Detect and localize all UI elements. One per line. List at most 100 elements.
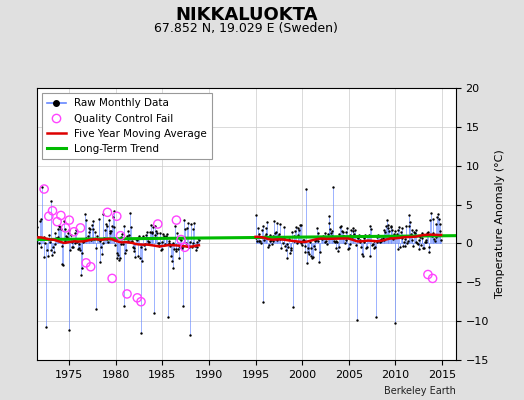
Point — [150, 232, 159, 238]
Point — [300, 243, 309, 249]
Point — [418, 235, 427, 242]
Point — [157, 247, 165, 254]
Point — [61, 238, 70, 244]
Point — [348, 228, 357, 234]
Point — [179, 302, 188, 309]
Point — [347, 226, 355, 233]
Point — [400, 242, 409, 249]
Point — [172, 246, 181, 252]
Point — [394, 227, 402, 233]
Point — [117, 234, 125, 240]
Point — [92, 306, 100, 313]
Point — [68, 244, 76, 251]
Point — [371, 244, 379, 250]
Point — [54, 226, 62, 232]
Point — [110, 224, 118, 230]
Point — [381, 228, 389, 235]
Point — [79, 239, 88, 246]
Point — [276, 221, 284, 228]
Point — [80, 238, 88, 244]
Point — [396, 244, 404, 250]
Point — [269, 233, 278, 239]
Point — [366, 252, 374, 259]
Point — [380, 227, 389, 233]
Point — [32, 211, 40, 217]
Point — [192, 247, 200, 254]
Point — [126, 224, 135, 230]
Point — [252, 235, 260, 242]
Point — [365, 232, 373, 239]
Point — [38, 184, 46, 191]
Point — [137, 330, 145, 336]
Point — [266, 232, 275, 238]
Point — [71, 230, 79, 236]
Point — [86, 264, 95, 270]
Point — [87, 236, 95, 243]
Point — [184, 244, 193, 250]
Point — [134, 235, 142, 242]
Point — [433, 214, 441, 220]
Point — [395, 224, 403, 230]
Point — [178, 245, 186, 252]
Point — [97, 243, 105, 250]
Point — [416, 234, 424, 240]
Text: NIKKALUOKTA: NIKKALUOKTA — [175, 6, 318, 24]
Point — [84, 228, 93, 235]
Point — [272, 237, 281, 243]
Point — [143, 229, 151, 236]
Point — [324, 220, 333, 226]
Point — [84, 233, 92, 240]
Point — [74, 245, 83, 251]
Point — [193, 244, 202, 250]
Point — [190, 220, 199, 227]
Point — [292, 224, 300, 230]
Point — [156, 230, 165, 236]
Point — [301, 249, 310, 255]
Point — [307, 244, 315, 251]
Point — [336, 224, 344, 230]
Point — [116, 232, 125, 239]
Point — [289, 232, 298, 239]
Point — [70, 228, 78, 235]
Point — [357, 244, 365, 251]
Point — [177, 236, 185, 243]
Point — [90, 236, 99, 242]
Point — [48, 208, 57, 214]
Point — [258, 227, 266, 233]
Point — [296, 222, 304, 229]
Point — [358, 252, 367, 259]
Point — [278, 235, 286, 241]
Point — [273, 220, 281, 226]
Point — [313, 225, 321, 231]
Point — [318, 236, 326, 242]
Point — [102, 223, 111, 229]
Point — [70, 237, 78, 244]
Point — [304, 244, 313, 251]
Point — [312, 237, 320, 243]
Point — [119, 302, 128, 309]
Point — [298, 242, 307, 248]
Point — [286, 246, 294, 253]
Point — [423, 230, 431, 236]
Point — [171, 248, 180, 254]
Point — [102, 220, 110, 227]
Point — [144, 241, 152, 248]
Point — [437, 236, 445, 243]
Point — [82, 235, 91, 241]
Point — [103, 236, 112, 242]
Point — [165, 240, 173, 246]
Point — [177, 236, 185, 243]
Point — [314, 238, 323, 244]
Point — [144, 238, 152, 245]
Point — [263, 224, 271, 231]
Point — [260, 236, 268, 243]
Point — [55, 223, 63, 229]
Point — [339, 233, 347, 239]
Point — [56, 224, 64, 230]
Point — [334, 244, 343, 250]
Point — [179, 243, 187, 250]
Point — [67, 232, 75, 238]
Point — [401, 236, 410, 242]
Point — [384, 222, 392, 228]
Point — [145, 239, 154, 245]
